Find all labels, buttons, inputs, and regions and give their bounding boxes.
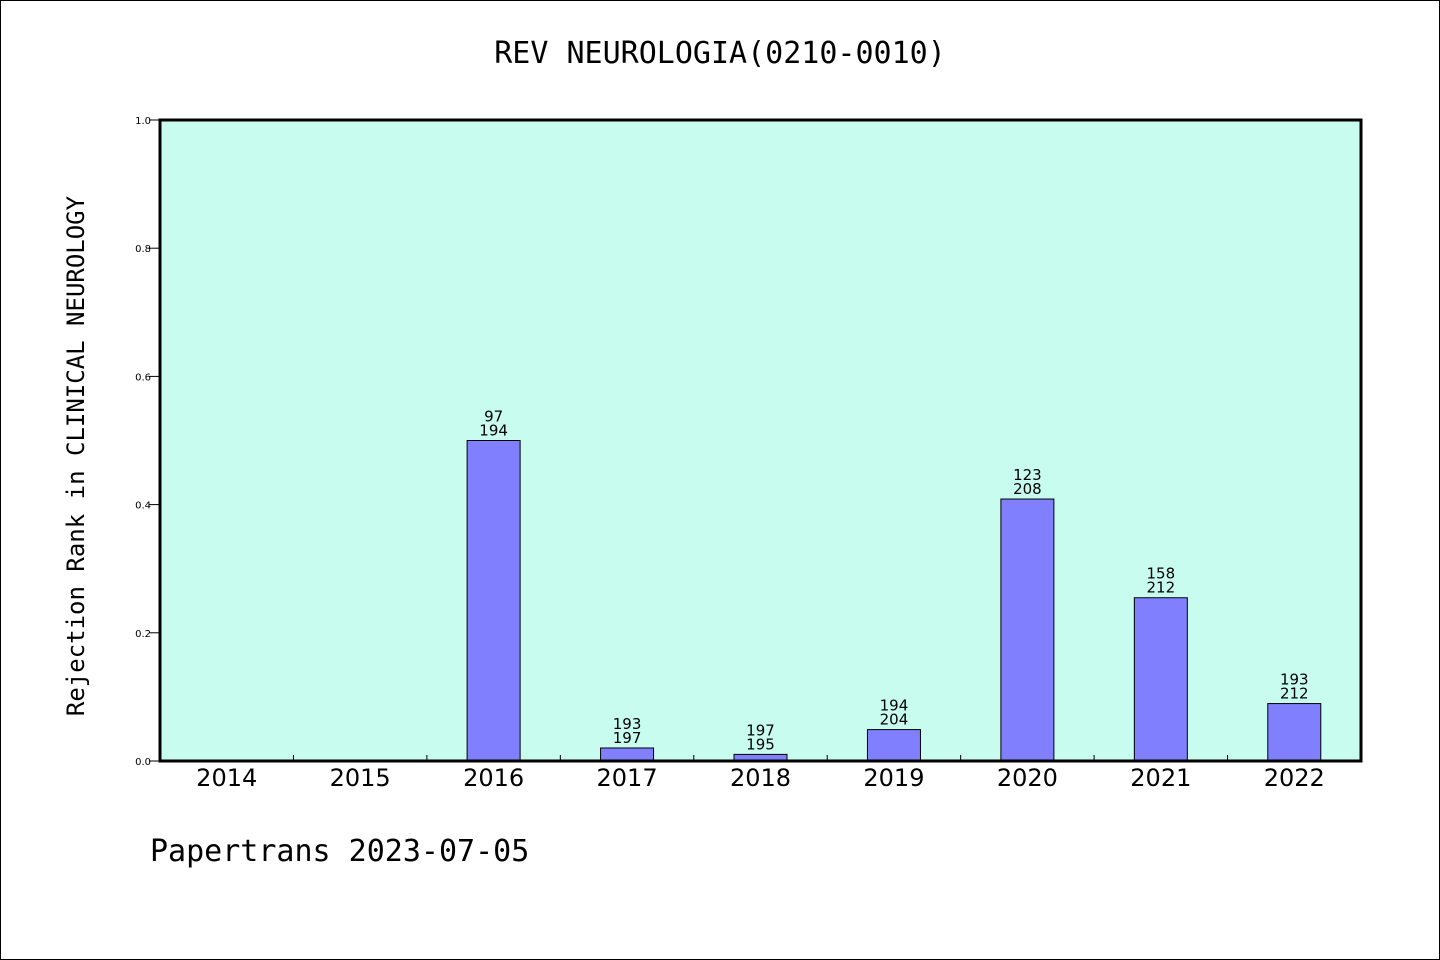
bar-2016 <box>466 440 521 762</box>
x-tick-label-2020: 2020 <box>997 764 1058 792</box>
x-tick-label-2016: 2016 <box>463 764 524 792</box>
bar-label-bottom-2021: 212 <box>1147 579 1176 597</box>
bar-label-top-2022: 193 <box>1280 671 1309 689</box>
footer-credit: Papertrans 2023-07-05 <box>150 834 530 869</box>
plot-border <box>158 118 1363 763</box>
y-tick-label: 0.2 <box>135 629 151 640</box>
y-tick-label: 0.6 <box>135 372 151 383</box>
bar-label-top-2017: 193 <box>613 715 642 733</box>
bar-label-bottom-2016: 194 <box>479 422 508 440</box>
bar-label-top-2021: 158 <box>1147 565 1176 583</box>
bar-label-bottom-2017: 197 <box>613 729 642 747</box>
y-tick-label: 0.8 <box>135 244 151 255</box>
bar-2020 <box>1000 498 1055 762</box>
chart-title: REV NEUROLOGIA(0210-0010) <box>494 36 946 71</box>
x-tick-label-2021: 2021 <box>1130 764 1191 792</box>
y-tick-label: 1.0 <box>135 116 151 127</box>
x-tick-label-2015: 2015 <box>330 764 391 792</box>
bar-label-bottom-2022: 212 <box>1280 685 1309 703</box>
bar-label-bottom-2020: 208 <box>1013 480 1042 498</box>
bar-2019 <box>866 729 921 762</box>
bar-label-top-2020: 123 <box>1013 466 1042 484</box>
bar-label-top-2019: 194 <box>880 697 909 715</box>
y-tick-label: 0.0 <box>135 757 151 768</box>
x-tick-label-2018: 2018 <box>730 764 791 792</box>
y-tick-label: 0.4 <box>135 501 151 512</box>
bar-label-top-2018: 197 <box>746 721 775 739</box>
x-tick-label-2022: 2022 <box>1264 764 1325 792</box>
bar-2022 <box>1267 703 1322 762</box>
x-tick-label-2019: 2019 <box>863 764 924 792</box>
x-tick-label-2014: 2014 <box>196 764 257 792</box>
bar-label-bottom-2019: 204 <box>880 711 909 729</box>
bar-label-bottom-2018: 195 <box>746 735 775 753</box>
bar-label-top-2016: 97 <box>484 408 503 426</box>
bar-2021 <box>1133 597 1188 762</box>
bar-2017 <box>600 747 655 762</box>
x-tick-label-2017: 2017 <box>597 764 658 792</box>
